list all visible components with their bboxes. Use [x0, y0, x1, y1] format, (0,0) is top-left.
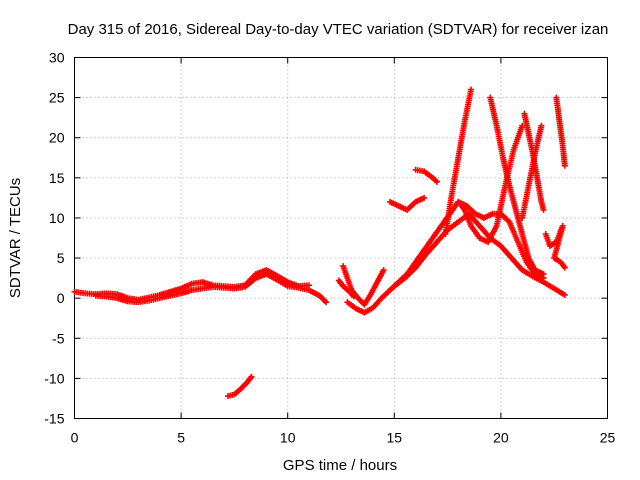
x-tick-label: 15 — [387, 430, 403, 446]
x-axis-label: GPS time / hours — [283, 457, 397, 474]
x-tick-label: 5 — [177, 430, 185, 446]
data-point-plus — [538, 122, 545, 129]
x-tick-label: 25 — [600, 430, 616, 446]
y-tick-label: 5 — [57, 250, 65, 266]
series-arc-high-c — [487, 94, 547, 278]
y-tick-label: -15 — [44, 411, 64, 427]
data-point-plus — [561, 162, 568, 169]
data-point-plus — [380, 267, 387, 274]
y-tick-label: 0 — [57, 290, 65, 306]
y-tick-label: -5 — [52, 330, 65, 346]
data-point-plus — [350, 293, 357, 300]
data-marks — [71, 86, 568, 400]
y-tick-label: 20 — [49, 130, 65, 146]
series-arc-mid-15-16 — [387, 194, 428, 213]
y-tick-label: 30 — [49, 50, 65, 66]
data-point-plus — [323, 299, 330, 306]
data-point-plus — [468, 86, 475, 93]
y-tick-label: -10 — [44, 370, 64, 386]
series-arc-high-b — [455, 122, 526, 246]
data-point-plus — [421, 194, 428, 201]
x-tick-label: 0 — [71, 430, 79, 446]
data-point-plus — [540, 206, 547, 213]
series-arc-negative — [225, 373, 255, 400]
series-arc-late — [542, 222, 568, 271]
series-arc-mid-16-17 — [412, 166, 440, 185]
y-axis-label: SDTVAR / TECUs — [7, 178, 24, 298]
series-arc-main-low-2 — [92, 271, 330, 306]
y-tick-label: 10 — [49, 210, 65, 226]
data-point-plus — [561, 291, 568, 298]
x-ticks: 0 5 10 15 20 25 — [71, 57, 616, 446]
series-arc-high-a — [442, 86, 475, 237]
data-point-plus — [561, 264, 568, 271]
x-tick-label: 10 — [280, 430, 296, 446]
grid — [74, 57, 608, 419]
data-point-plus — [433, 178, 440, 185]
data-point-plus — [248, 373, 255, 380]
series-arc-high-f — [553, 94, 568, 169]
plot-frame — [74, 57, 608, 419]
series-arc-high-e — [519, 122, 545, 221]
chart-title: Day 315 of 2016, Sidereal Day-to-day VTE… — [68, 21, 609, 38]
data-point-plus — [540, 271, 547, 278]
series-arc-12b — [335, 277, 357, 300]
y-tick-label: 15 — [49, 170, 65, 186]
series-arc-12-14 — [340, 263, 387, 308]
y-ticks: -15 -10 -5 0 5 10 15 20 25 30 — [44, 50, 608, 427]
x-tick-label: 20 — [493, 430, 509, 446]
y-tick-label: 25 — [49, 90, 65, 106]
